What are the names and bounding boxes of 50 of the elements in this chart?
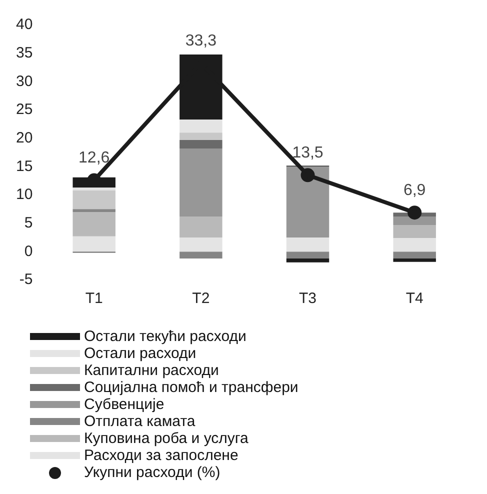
x-tick-label: T1	[85, 290, 103, 308]
legend-label: Отплата камата	[84, 413, 196, 430]
bar	[180, 120, 222, 133]
bar	[393, 225, 436, 238]
data-label: 33,3	[185, 32, 217, 50]
x-tick-label: T2	[192, 290, 210, 308]
y-tick-label: 35	[16, 44, 33, 62]
data-label: 13,5	[292, 144, 324, 162]
bar	[72, 236, 116, 252]
bar	[180, 216, 222, 238]
y-tick-label: 25	[16, 101, 33, 118]
legend-label: Социјална помоћ и трансфери	[84, 379, 298, 396]
y-tick-label: 0	[24, 242, 33, 260]
x-tick-label: T4	[406, 290, 424, 308]
y-tick-label: 30	[16, 72, 33, 90]
bar	[72, 190, 116, 210]
bar	[180, 140, 222, 149]
bar	[393, 258, 436, 262]
bar	[180, 132, 222, 140]
point	[408, 206, 422, 220]
bar	[286, 258, 330, 262]
legend-label: Капитални расходи	[84, 362, 219, 379]
bar	[286, 238, 330, 252]
bar	[180, 148, 222, 217]
bar	[72, 209, 116, 212]
y-tick-label: 40	[16, 16, 33, 34]
bar	[180, 252, 222, 258]
y-tick-label: 20	[16, 129, 33, 146]
y-tick-label: 5	[24, 214, 33, 232]
legend-label: Укупни расходи (%)	[84, 464, 220, 481]
legend-label: Остали расходи	[84, 345, 196, 362]
bar	[180, 238, 222, 252]
legend-label: Субвенције	[84, 396, 164, 413]
data-label: 12,6	[78, 150, 110, 167]
x-tick-label: T3	[299, 290, 317, 308]
y-tick-label: 10	[16, 186, 33, 204]
legend-label: Расходи за запослене	[84, 447, 238, 464]
y-tick-label: 15	[16, 158, 33, 175]
bar	[393, 216, 436, 226]
legend-label: Куповина роба и услуга	[84, 430, 248, 447]
bar	[286, 167, 330, 238]
point	[300, 168, 315, 182]
bar	[393, 238, 436, 252]
bar	[72, 212, 116, 236]
bar	[286, 252, 330, 258]
legend-label: Остали текући расходи	[84, 328, 246, 345]
bar	[72, 188, 116, 190]
bar	[393, 252, 436, 258]
data-label: 6,9	[403, 182, 426, 199]
y-tick-label: -5	[19, 271, 33, 288]
